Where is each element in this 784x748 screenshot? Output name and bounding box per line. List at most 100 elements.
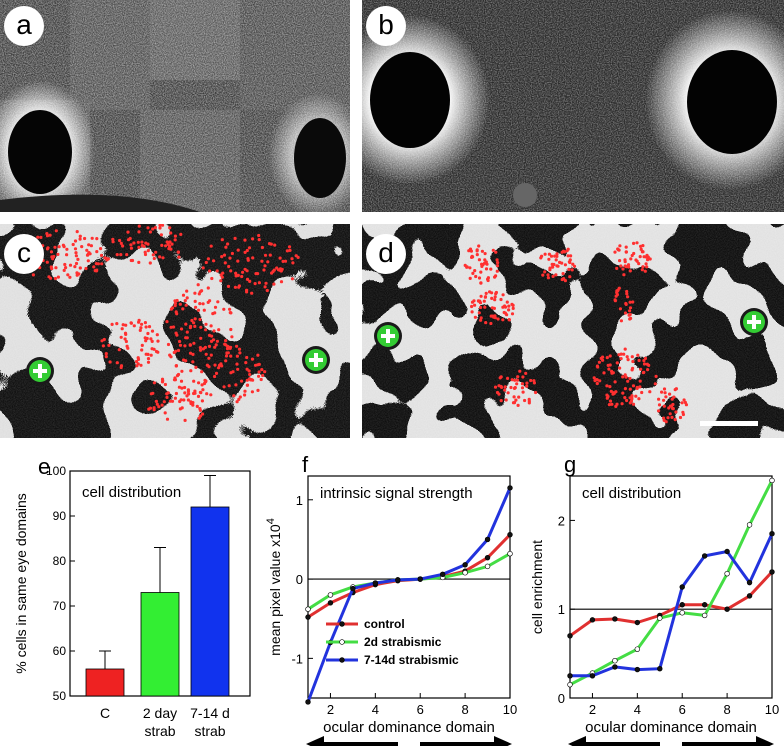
chart-g-arrow-right-head — [756, 736, 774, 746]
chart-g-ylabel: cell enrichment — [529, 540, 545, 634]
chart-f-ytick-label: -1 — [291, 651, 303, 666]
chart-f-point — [395, 577, 401, 583]
chart-f-point — [305, 614, 311, 620]
chart-g-series-line — [570, 533, 774, 678]
panel-label-e: e — [38, 454, 50, 479]
chart-f-point — [305, 606, 311, 612]
chart-e-category-label: strab — [194, 723, 225, 739]
chart-g-point — [634, 619, 641, 626]
chart-f-legend-label: 7-14d strabismic — [364, 653, 459, 667]
chart-g-frame — [569, 475, 773, 699]
chart-g-point — [724, 548, 730, 555]
chart-f-xtick-label: 8 — [461, 702, 468, 717]
chart-f-point — [484, 563, 491, 570]
chart-g-point — [701, 553, 708, 559]
chart-g-point — [746, 522, 753, 528]
chart-f-point — [507, 531, 513, 538]
chart-f-point — [462, 570, 468, 576]
chart-f-ytick-label: 1 — [296, 493, 303, 508]
chart-g-point — [701, 602, 708, 608]
chart-g-point — [746, 579, 753, 586]
chart-g-point — [589, 617, 596, 623]
chart-f-ytick-label: 0 — [296, 572, 303, 587]
chart-g-xtick-label: 10 — [765, 702, 779, 717]
chart-f-arrow-right-head — [494, 736, 512, 746]
scale-bar — [700, 421, 758, 426]
chart-e-ytick-label: 80 — [53, 554, 67, 568]
chart-g-xtick-label: 8 — [723, 702, 730, 717]
panel-a-image — [0, 0, 350, 212]
chart-g-point — [724, 606, 730, 612]
chart-e-ytick-label: 60 — [53, 644, 67, 658]
panel-b-micrograph: b — [362, 0, 784, 212]
chart-g-point — [634, 646, 641, 652]
electrode-marker-c2 — [302, 346, 330, 374]
panel-a-micrograph: a — [0, 0, 350, 212]
chart-e-title: cell distribution — [82, 484, 181, 501]
panel-label-g: g — [564, 452, 576, 477]
chart-g-point — [769, 477, 775, 484]
panel-d-od-map: d — [362, 224, 784, 438]
electrode-marker-d1 — [374, 322, 402, 350]
chart-g-point — [679, 610, 685, 616]
chart-f-point — [327, 592, 334, 598]
chart-f-point — [417, 576, 423, 582]
chart-f-legend-marker — [339, 657, 345, 663]
chart-e-bar — [85, 668, 125, 697]
electrode-marker-c1 — [26, 357, 54, 385]
panel-label-a: a — [4, 6, 44, 46]
chart-f-point — [462, 562, 468, 568]
chart-e-ylabel: % cells in same eye domains — [13, 493, 29, 674]
chart-f-point — [507, 550, 513, 557]
chart-f-intrinsic-signal: f mean pixel value x104 -1 0 1 2 4 6 8 10 intrinsi… — [265, 452, 517, 746]
chart-f-legend-marker — [339, 621, 345, 627]
chart-g-point — [769, 531, 775, 537]
chart-f-xtick-label: 6 — [417, 702, 424, 717]
chart-g-xtick-label: 6 — [679, 702, 686, 717]
panel-label-b: b — [366, 6, 406, 46]
panel-c-od-map: c — [0, 224, 350, 438]
electrode-marker-d2 — [740, 308, 768, 336]
chart-g-point — [679, 584, 685, 590]
chart-g-series-line — [569, 479, 774, 687]
chart-e-category-label: C — [100, 705, 110, 721]
chart-g-point — [612, 658, 618, 664]
chart-e-bar — [140, 592, 180, 697]
chart-g-point — [769, 569, 775, 575]
chart-f-series-line — [306, 487, 512, 703]
chart-f-point — [484, 554, 491, 561]
panel-label-f: f — [302, 452, 309, 477]
chart-g-xtick-label: 2 — [589, 702, 596, 717]
chart-g-title: cell distribution — [582, 485, 681, 502]
panel-d-cell-dots — [463, 241, 688, 424]
chart-f-xlabel: ocular dominance domain — [323, 719, 495, 736]
chart-g-ytick-label: 1 — [558, 602, 565, 617]
chart-g-series-line — [569, 570, 774, 638]
chart-g-point — [612, 664, 618, 670]
chart-f-ylabel-exp: 4 — [265, 518, 277, 524]
chart-e-ytick-label: 70 — [53, 599, 67, 613]
chart-g-cell-enrichment: g cell enrichment 0 1 2 2 4 6 8 10 cell distributi… — [529, 452, 779, 746]
chart-f-legend-marker — [339, 639, 345, 645]
chart-f-point — [439, 571, 446, 578]
chart-f-point — [484, 536, 491, 543]
panel-d-image — [362, 224, 784, 438]
chart-g-xtick-label: 4 — [634, 702, 641, 717]
chart-e-category-label: 2 day — [143, 705, 177, 721]
chart-g-ytick-label: 2 — [558, 513, 565, 528]
chart-g-point — [701, 612, 708, 619]
chart-e-ytick-label: 50 — [53, 689, 67, 703]
chart-g-point — [567, 673, 573, 679]
chart-g-point — [746, 593, 753, 599]
chart-e-ytick-label: 90 — [53, 509, 67, 523]
chart-g-point — [634, 666, 641, 673]
chart-e-bar — [190, 506, 230, 697]
chart-f-arrow-left-head — [306, 736, 324, 746]
chart-f-xtick-label: 2 — [327, 702, 334, 717]
chart-f-point — [507, 485, 513, 491]
chart-f-xtick-label: 4 — [372, 702, 379, 717]
chart-f-point — [305, 699, 311, 705]
chart-g-point — [589, 673, 596, 679]
chart-g-point — [657, 615, 663, 621]
chart-f-ylabel: mean pixel value x104 — [265, 518, 283, 656]
